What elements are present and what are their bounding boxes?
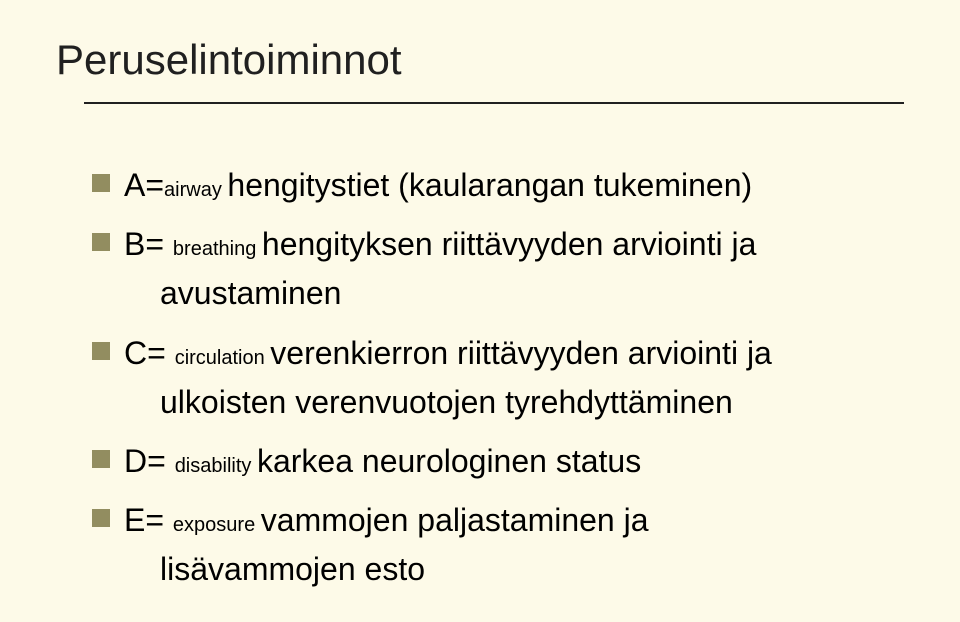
list-item: E= exposure vammojen paljastaminen ja	[92, 499, 904, 542]
list-item: B= breathing hengityksen riittävyyden ar…	[92, 223, 904, 266]
item-sub: disability	[175, 455, 257, 477]
bullet-list: A=airway hengitystiet (kaularangan tukem…	[92, 164, 904, 592]
item-rest: vammojen paljastaminen ja	[261, 502, 649, 538]
item-letter: E=	[124, 502, 173, 538]
list-item: A=airway hengitystiet (kaularangan tukem…	[92, 164, 904, 207]
square-bullet-icon	[92, 233, 110, 251]
item-letter: B=	[124, 226, 173, 262]
title-underline	[84, 102, 904, 104]
list-item-text: D= disability karkea neurologinen status	[124, 440, 641, 483]
list-item-text: C= circulation verenkierron riittävyyden…	[124, 332, 772, 375]
list-item-continuation: avustaminen	[160, 272, 904, 315]
list-item-text: B= breathing hengityksen riittävyyden ar…	[124, 223, 756, 266]
item-letter: C=	[124, 335, 175, 371]
list-item-continuation: ulkoisten verenvuotojen tyrehdyttäminen	[160, 381, 904, 424]
item-sub: airway	[164, 179, 227, 201]
item-sub: breathing	[173, 238, 262, 260]
square-bullet-icon	[92, 342, 110, 360]
slide-title: Peruselintoiminnot	[56, 36, 904, 84]
square-bullet-icon	[92, 450, 110, 468]
list-item: D= disability karkea neurologinen status	[92, 440, 904, 483]
list-item-text: E= exposure vammojen paljastaminen ja	[124, 499, 649, 542]
square-bullet-icon	[92, 509, 110, 527]
square-bullet-icon	[92, 174, 110, 192]
item-sub: circulation	[175, 347, 271, 369]
item-letter: D=	[124, 443, 175, 479]
item-rest: hengitystiet (kaularangan tukeminen)	[227, 167, 752, 203]
slide: Peruselintoiminnot A=airway hengitystiet…	[0, 0, 960, 622]
item-sub: exposure	[173, 514, 261, 536]
list-item: C= circulation verenkierron riittävyyden…	[92, 332, 904, 375]
list-item-text: A=airway hengitystiet (kaularangan tukem…	[124, 164, 752, 207]
item-rest: verenkierron riittävyyden arviointi ja	[270, 335, 772, 371]
list-item-continuation: lisävammojen esto	[160, 548, 904, 591]
item-rest: karkea neurologinen status	[257, 443, 641, 479]
item-rest: hengityksen riittävyyden arviointi ja	[262, 226, 756, 262]
item-letter: A=	[124, 167, 164, 203]
